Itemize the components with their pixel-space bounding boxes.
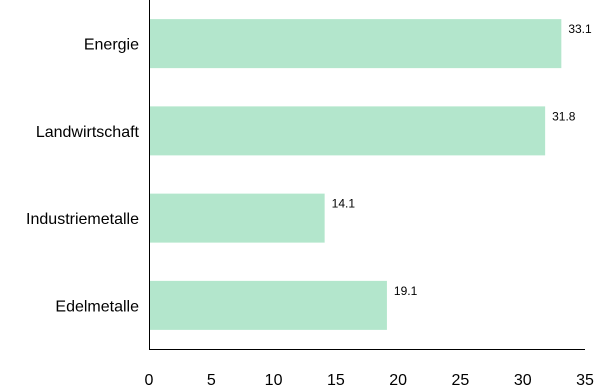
- category-label: Energie: [84, 37, 139, 54]
- bar-industriemetalle: [150, 193, 325, 243]
- x-tick-label: 5: [207, 372, 216, 389]
- data-label: 33.1: [568, 22, 592, 36]
- x-tick-labels: 0 5 10 15 20 25 30 35: [145, 372, 594, 389]
- data-label: 19.1: [394, 284, 418, 298]
- x-tick-label: 25: [452, 372, 470, 389]
- data-label: 31.8: [552, 109, 576, 123]
- category-labels: Energie Landwirtschaft Industriemetalle Ede…: [26, 37, 140, 316]
- data-label: 14.1: [332, 197, 356, 211]
- bar-edelmetalle: [150, 280, 387, 330]
- category-label: Industriemetalle: [26, 211, 139, 228]
- x-tick-label: 10: [265, 372, 283, 389]
- x-tick-label: 30: [514, 372, 532, 389]
- bar-energie: [150, 19, 562, 69]
- category-label: Landwirtschaft: [36, 124, 140, 141]
- bar-landwirtschaft: [150, 106, 546, 156]
- x-tick-label: 35: [576, 372, 594, 389]
- x-tick-label: 15: [327, 372, 345, 389]
- bars-group: [150, 19, 562, 330]
- data-labels: 33.1 31.8 14.1 19.1: [332, 22, 592, 298]
- x-tick-label: 20: [389, 372, 407, 389]
- x-tick-label: 0: [145, 372, 154, 389]
- category-label: Edelmetalle: [55, 298, 139, 315]
